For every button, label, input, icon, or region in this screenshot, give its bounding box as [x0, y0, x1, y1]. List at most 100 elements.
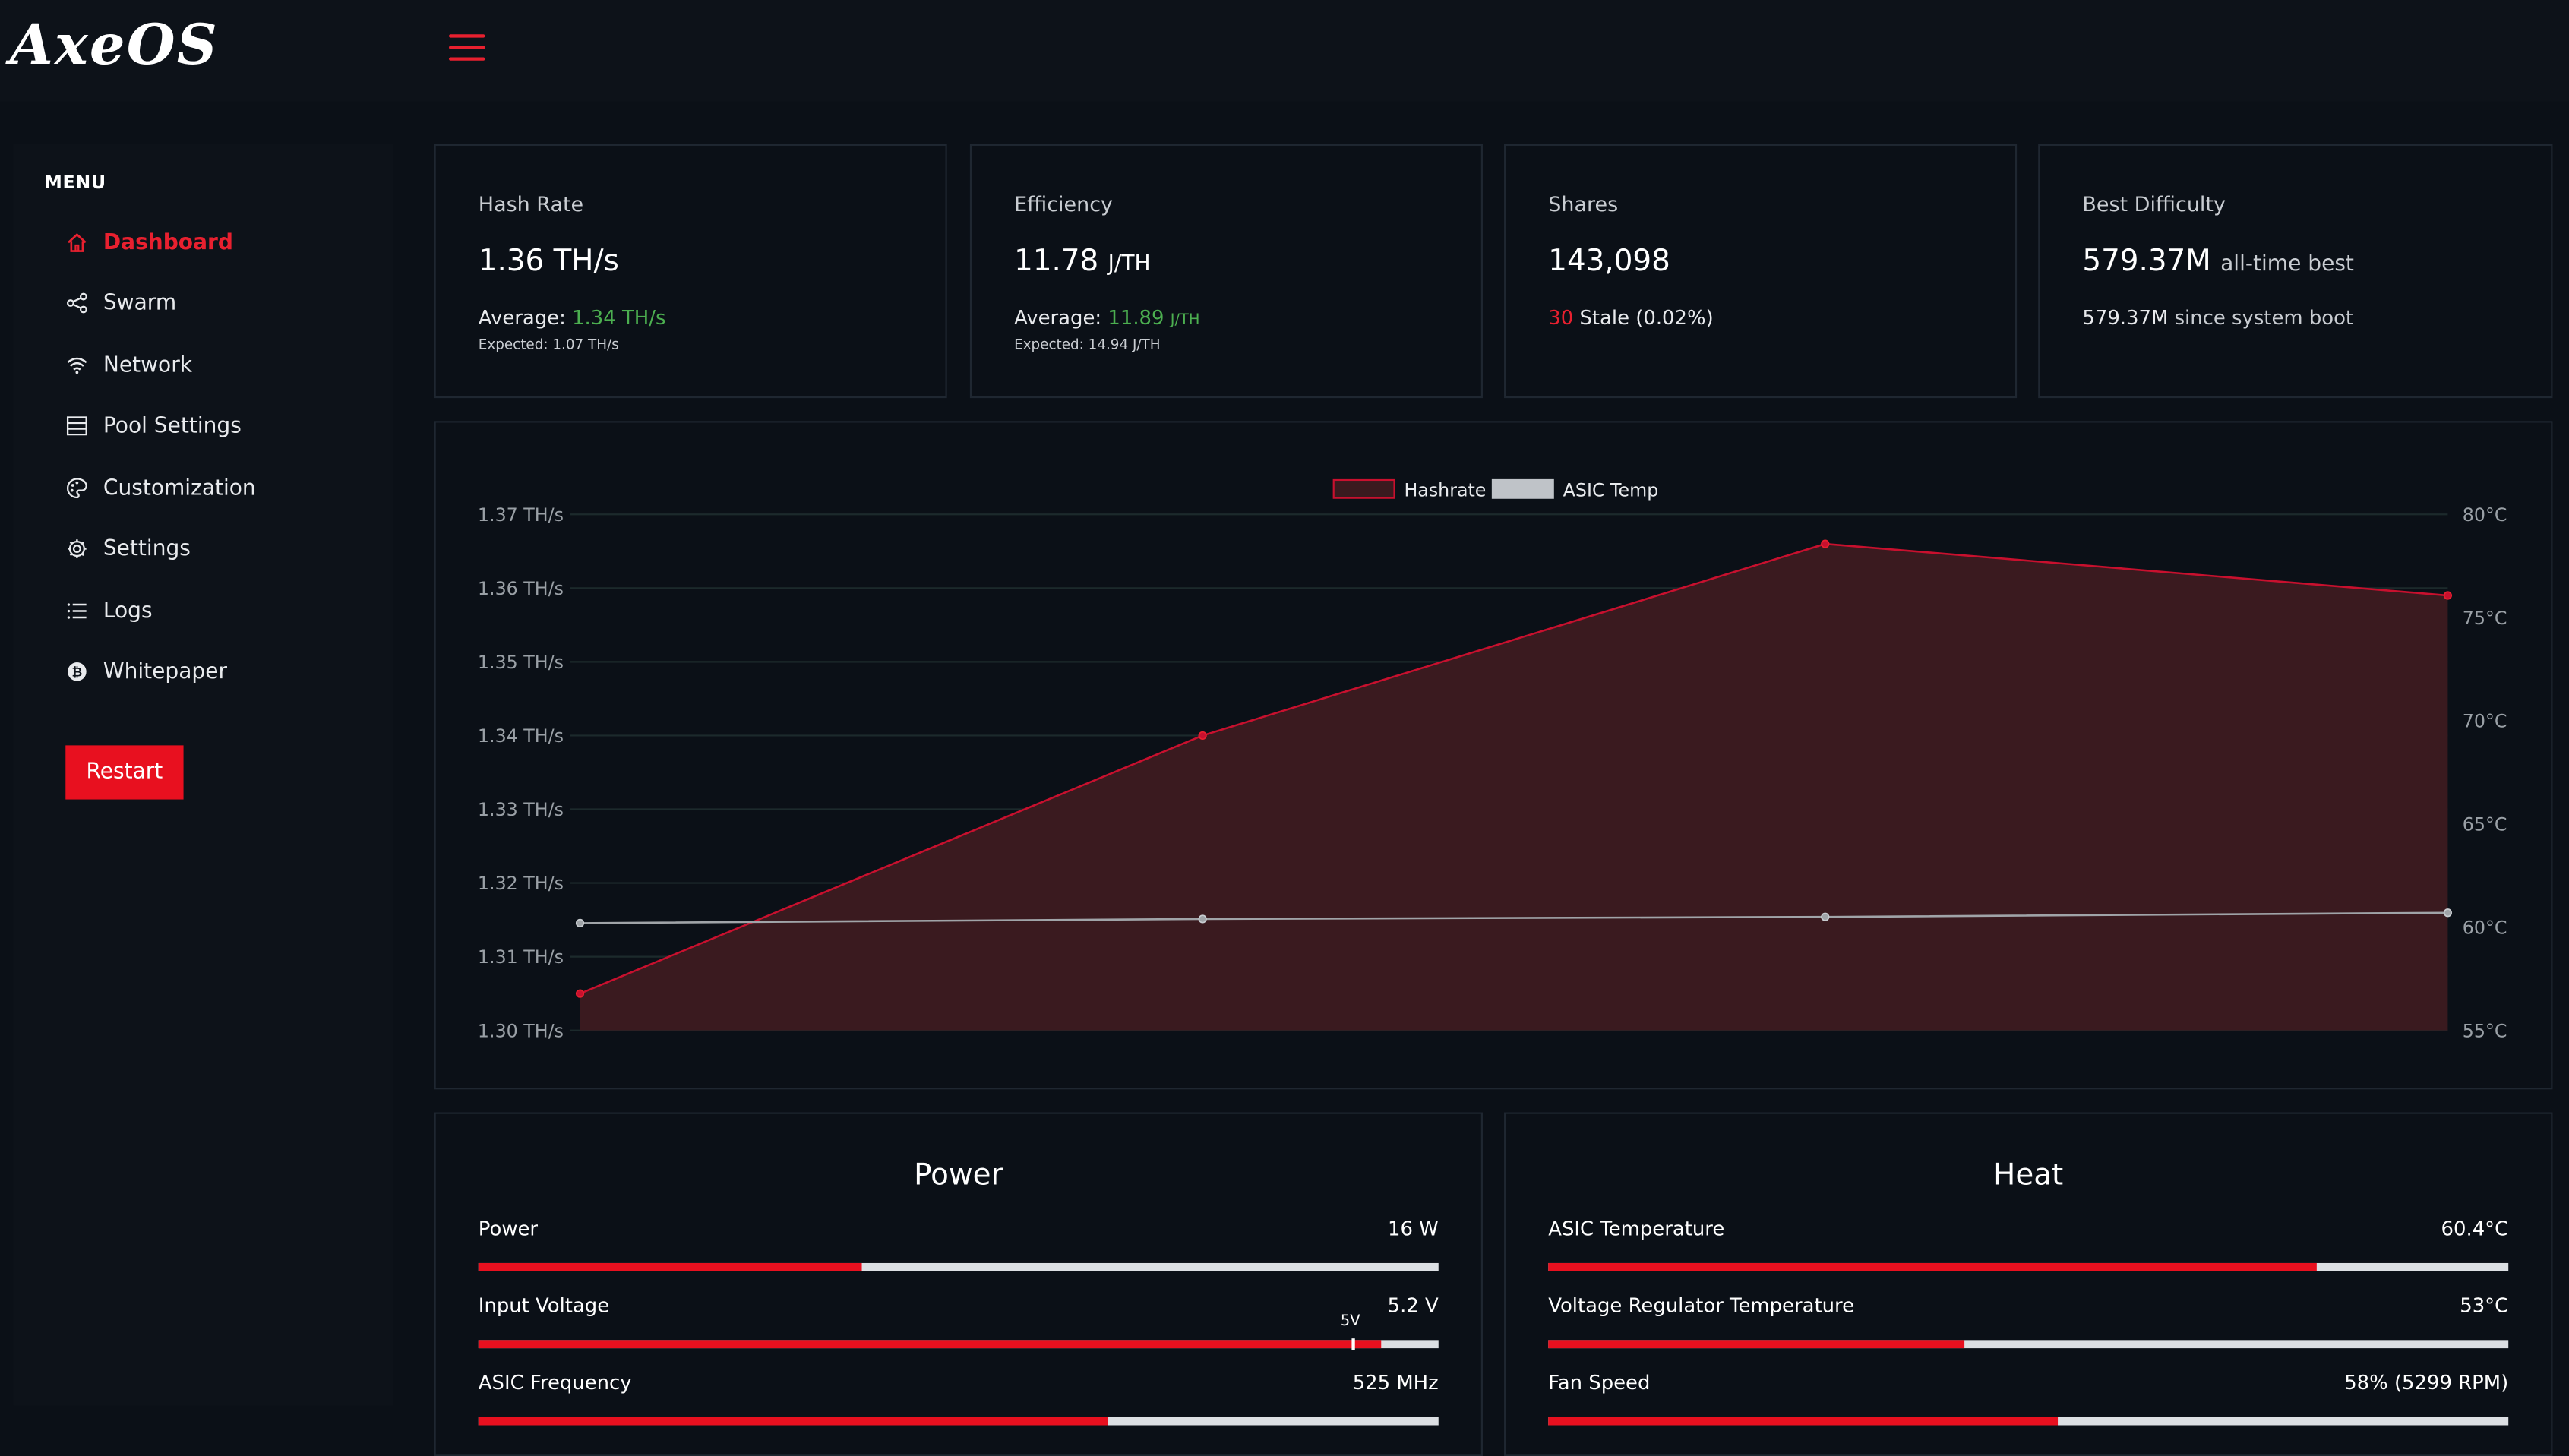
sidebar-item-pool-settings[interactable]: Pool Settings — [65, 409, 242, 442]
voltage-marker — [1351, 1338, 1356, 1350]
legend-swatch — [1491, 478, 1554, 499]
svg-text:₿: ₿ — [71, 665, 82, 681]
bitcoin-icon: ₿ — [65, 660, 88, 683]
asic-temperature-value: 60.4°C — [2441, 1217, 2509, 1240]
app-logo[interactable]: AxeOS — [9, 13, 219, 79]
vr-temperature-label: Voltage Regulator Temperature — [1548, 1293, 1855, 1318]
sidebar-item-label: Dashboard — [103, 230, 233, 255]
shares-label: Shares — [1548, 191, 1619, 216]
hashrate-card: Hash Rate 1.36 TH/s Average: 1.34 TH/s E… — [434, 144, 947, 399]
best-difficulty-number: 579.37M — [2082, 244, 2211, 279]
sidebar-item-whitepaper[interactable]: ₿ Whitepaper — [65, 655, 227, 688]
average-value: 11.89 — [1108, 306, 1164, 330]
asic-temperature-progress-fill — [1548, 1262, 2317, 1271]
since-boot-value: 579.37M — [2082, 306, 2169, 330]
asic-temperature-progress-bar — [1548, 1262, 2509, 1271]
y-right-tick-label: 70°C — [2463, 711, 2507, 732]
asic-temperature-label: ASIC Temperature — [1548, 1217, 1725, 1240]
hashrate-average: Average: 1.34 TH/s — [479, 306, 666, 329]
asic-temp-line — [580, 911, 2448, 924]
heat-panel-title: Heat — [1993, 1158, 2064, 1193]
asic-frequency-progress-fill — [478, 1417, 1108, 1426]
y-left-tick-label: 1.35 TH/s — [478, 652, 564, 673]
average-prefix: Average: — [478, 306, 566, 330]
server-icon — [65, 415, 88, 437]
hashrate-point — [1198, 731, 1207, 741]
sidebar-item-label: Swarm — [103, 290, 177, 316]
sidebar: MENU Dashboard Swarm Network Pool Settin… — [13, 144, 393, 1406]
gear-icon — [65, 537, 88, 560]
best-difficulty-value: 579.37M all-time best — [2082, 244, 2354, 278]
power-value: 16 W — [1387, 1217, 1439, 1240]
sidebar-item-network[interactable]: Network — [65, 349, 192, 381]
sidebar-item-swarm[interactable]: Swarm — [65, 286, 176, 319]
y-left-tick-label: 1.33 TH/s — [478, 799, 564, 820]
wifi-icon — [65, 354, 88, 377]
y-right-tick-label: 75°C — [2463, 608, 2507, 629]
sidebar-item-customization[interactable]: Customization — [65, 472, 256, 504]
average-unit: J/TH — [1170, 312, 1200, 330]
shares-card: Shares 143,098 30 Stale (0.02%) — [1504, 144, 2018, 399]
top-bar: AxeOS — [0, 0, 2569, 102]
palette-icon — [65, 477, 88, 500]
power-progress-bar — [478, 1262, 1439, 1271]
asic-temp-point — [1821, 912, 1830, 921]
sidebar-item-label: Pool Settings — [103, 413, 242, 438]
hashrate-expected: Expected: 1.07 TH/s — [478, 337, 619, 354]
share-icon — [65, 292, 88, 314]
sidebar-item-label: Settings — [103, 536, 191, 561]
y-right-tick-label: 65°C — [2463, 814, 2507, 835]
efficiency-card: Efficiency 11.78 J/TH Average: 11.89 J/T… — [969, 144, 1483, 399]
list-icon — [65, 599, 88, 622]
stale-text: Stale (0.02%) — [1579, 306, 1714, 330]
menu-toggle-icon[interactable] — [448, 34, 485, 61]
y-left-tick-label: 1.36 TH/s — [478, 578, 564, 599]
asic-frequency-progress-bar — [478, 1417, 1439, 1426]
y-right-tick-label: 60°C — [2463, 917, 2507, 938]
sidebar-item-logs[interactable]: Logs — [65, 595, 153, 627]
input-voltage-value: 5.2 V — [1387, 1293, 1439, 1318]
fan-speed-label: Fan Speed — [1548, 1371, 1651, 1394]
voltage-marker-label: 5V — [1340, 1313, 1360, 1331]
hashrate-chart: 1.37 TH/s 1.36 TH/s 1.35 TH/s 1.34 TH/s 1.33… — [478, 478, 2507, 1041]
y-left-tick-label: 1.30 TH/s — [478, 1020, 564, 1041]
sidebar-item-settings[interactable]: Settings — [65, 532, 191, 565]
efficiency-expected: Expected: 14.94 J/TH — [1014, 337, 1161, 354]
since-boot-text: since system boot — [2174, 306, 2354, 330]
efficiency-label: Efficiency — [1014, 191, 1114, 216]
power-panel: Power Power 16 W Input Voltage 5.2 V 5V … — [434, 1112, 1483, 1456]
asic-frequency-label: ASIC Frequency — [478, 1371, 632, 1394]
best-difficulty-since-boot: 579.37M since system boot — [2082, 306, 2353, 329]
sidebar-item-label: Network — [103, 352, 192, 378]
asic-temp-point — [2443, 908, 2453, 918]
shares-stale: 30 Stale (0.02%) — [1548, 306, 1713, 329]
y-right-tick-label: 80°C — [2463, 504, 2507, 526]
hashrate-point — [575, 989, 585, 998]
hashrate-value: 1.36 TH/s — [478, 244, 619, 279]
y-left-tick-label: 1.32 TH/s — [478, 873, 564, 894]
efficiency-average: Average: 11.89 J/TH — [1014, 306, 1199, 329]
sidebar-item-dashboard[interactable]: Dashboard — [65, 226, 233, 259]
stale-count: 30 — [1548, 306, 1574, 330]
efficiency-value: 11.78 J/TH — [1014, 244, 1150, 278]
asic-temp-point — [575, 918, 585, 927]
home-icon — [65, 231, 88, 254]
hashrate-line — [580, 542, 2448, 995]
y-left-tick-label: 1.31 TH/s — [478, 946, 564, 968]
best-difficulty-suffix: all-time best — [2220, 252, 2354, 277]
vr-temperature-progress-fill — [1548, 1340, 1965, 1349]
power-panel-title: Power — [914, 1158, 1003, 1193]
restart-button[interactable]: Restart — [65, 745, 184, 800]
fan-speed-value: 58% (5299 RPM) — [2344, 1371, 2509, 1394]
hashrate-point — [2443, 591, 2453, 600]
average-prefix: Average: — [1014, 306, 1102, 330]
power-label: Power — [478, 1217, 539, 1240]
y-right-tick-label: 55°C — [2463, 1020, 2507, 1041]
sidebar-item-label: Logs — [103, 599, 153, 624]
average-value: 1.34 TH/s — [572, 306, 666, 330]
best-difficulty-label: Best Difficulty — [2082, 191, 2226, 216]
menu-title: MENU — [44, 172, 106, 194]
hashrate-point — [1821, 539, 1830, 548]
asic-frequency-value: 525 MHz — [1352, 1371, 1439, 1394]
shares-value: 143,098 — [1548, 244, 1670, 279]
